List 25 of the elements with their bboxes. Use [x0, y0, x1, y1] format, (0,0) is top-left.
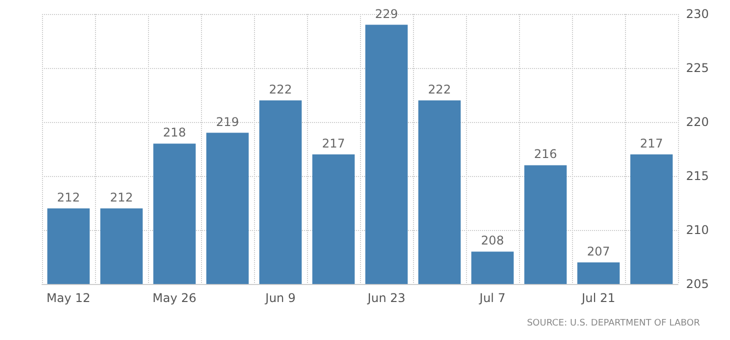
x-tick-label: Jun 23	[366, 291, 406, 305]
y-tick-label: 230	[686, 7, 709, 21]
x-tick-label: May 26	[152, 291, 196, 305]
data-label: 207	[587, 244, 610, 258]
y-tick-label: 215	[686, 169, 709, 183]
x-tick-label: Jun 9	[264, 291, 296, 305]
data-label: 212	[57, 190, 80, 204]
source-note: SOURCE: U.S. DEPARTMENT OF LABOR	[526, 318, 700, 328]
y-tick-label: 220	[686, 115, 709, 129]
data-label: 222	[428, 82, 451, 96]
data-label: 217	[322, 136, 345, 150]
x-tick-label: May 12	[46, 291, 90, 305]
x-tick-label: Jul 21	[580, 291, 616, 305]
y-tick-label: 225	[686, 61, 709, 75]
y-tick-label: 205	[686, 277, 709, 291]
data-label: 217	[640, 136, 663, 150]
data-label: 208	[481, 234, 504, 248]
data-label: 212	[110, 190, 133, 204]
data-label: 219	[216, 114, 239, 129]
data-label: 216	[534, 147, 557, 162]
data-label: 218	[163, 126, 186, 140]
data-label: 222	[269, 82, 292, 96]
x-tick-label: Jul 7	[478, 291, 506, 305]
data-label: 229	[375, 6, 398, 21]
y-tick-label: 210	[686, 223, 709, 237]
